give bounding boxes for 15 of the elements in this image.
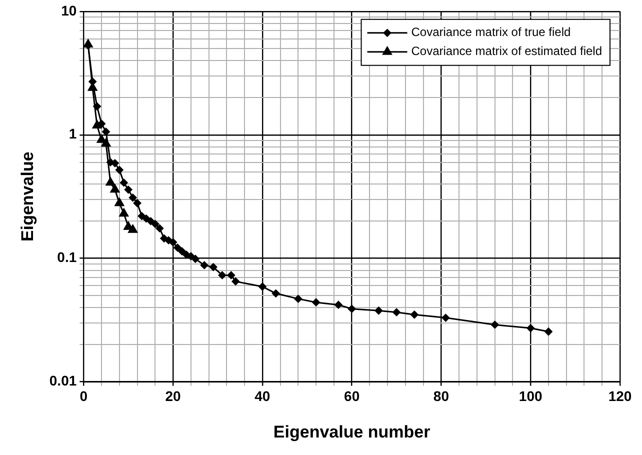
y-tick-label: 1 (68, 126, 77, 142)
x-tick-label: 80 (433, 388, 450, 404)
y-axis-title: Eigenvalue (18, 152, 37, 242)
x-axis-title: Eigenvalue number (273, 422, 431, 442)
y-tick-label: 0.1 (57, 249, 77, 266)
x-tick-label: 100 (518, 388, 542, 404)
x-tick-label: 20 (165, 388, 182, 404)
x-tick-label: 0 (80, 388, 88, 404)
x-tick-label: 40 (254, 388, 270, 404)
y-tick-label: 10 (61, 2, 77, 18)
legend-label: Covariance matrix of estimated field (411, 44, 602, 58)
x-tick-label: 60 (344, 388, 360, 404)
x-tick-label: 120 (608, 388, 632, 404)
legend-label: Covariance matrix of true field (411, 25, 571, 40)
y-tick-label: 0.01 (49, 372, 77, 389)
